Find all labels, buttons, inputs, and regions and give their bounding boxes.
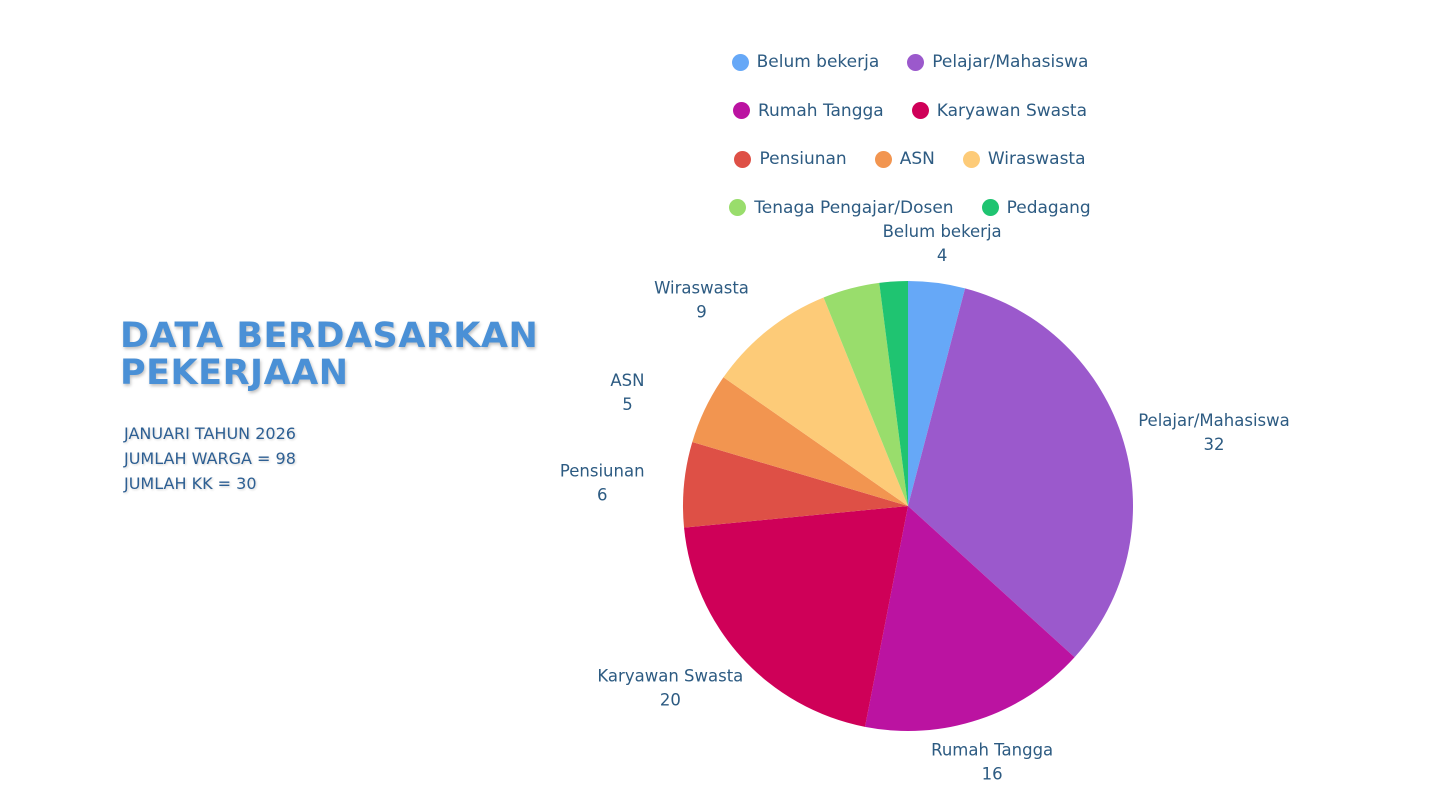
- legend-swatch: [734, 150, 752, 168]
- data-label-value: 16: [982, 764, 1003, 783]
- pie-slice-pedagang[interactable]: [879, 281, 908, 506]
- data-label-value: 5: [622, 395, 633, 414]
- legend-swatch: [731, 53, 749, 71]
- legend-item-asn[interactable]: ASN: [874, 149, 935, 170]
- pie-slice-tenaga-pengajar-dosen[interactable]: [823, 282, 908, 506]
- data-label-asn: ASN 5: [610, 371, 644, 414]
- chart-legend: Belum bekerja Pelajar/Mahasiswa Rumah Tang…: [700, 38, 1120, 232]
- legend-label: Rumah Tangga: [757, 100, 884, 121]
- data-label-name: Belum bekerja: [883, 222, 1002, 241]
- data-label-name: Pensiunan: [560, 461, 645, 480]
- legend-row: Rumah Tangga Karyawan Swasta: [719, 87, 1101, 136]
- data-label-karyawan-swasta: Karyawan Swasta 20: [597, 667, 743, 710]
- data-label-name: Rumah Tangga: [931, 740, 1053, 759]
- data-label-value: 6: [597, 485, 608, 504]
- info-total-residents: JUMLAH WARGA = 98: [124, 449, 296, 468]
- legend-label: Karyawan Swasta: [936, 100, 1088, 121]
- pie-slice-belum-bekerja[interactable]: [908, 281, 966, 506]
- legend-item-rumah-tangga[interactable]: Rumah Tangga: [732, 100, 884, 121]
- legend-label: Pelajar/Mahasiswa: [932, 52, 1089, 73]
- legend-label: Tenaga Pengajar/Dosen: [754, 197, 954, 218]
- data-label-rumah-tangga: Rumah Tangga 16: [931, 740, 1053, 783]
- data-label-belum-bekerja: Belum bekerja 4: [883, 222, 1002, 265]
- legend-label: Pedagang: [1006, 197, 1091, 218]
- legend-swatch: [981, 199, 999, 217]
- info-total-households: JUMLAH KK = 30: [124, 474, 257, 493]
- data-label-value: 9: [696, 302, 707, 321]
- data-label-name: ASN: [610, 371, 644, 390]
- legend-swatch: [729, 199, 747, 217]
- data-label-value: 4: [937, 246, 948, 265]
- pie-slice-rumah-tangga[interactable]: [864, 506, 1075, 731]
- data-label-wiraswasta: Wiraswasta 9: [654, 278, 749, 321]
- legend-label: Wiraswasta: [987, 149, 1086, 170]
- chart-title: DATA BERDASARKAN PEKERJAAN: [120, 318, 538, 392]
- legend-swatch: [874, 150, 892, 168]
- legend-label: Belum bekerja: [756, 52, 880, 73]
- data-label-name: Karyawan Swasta: [597, 667, 743, 686]
- data-label-name: Pelajar/Mahasiswa: [1138, 411, 1290, 430]
- legend-item-karyawan-swasta[interactable]: Karyawan Swasta: [911, 100, 1088, 121]
- pie-slice-asn[interactable]: [692, 377, 908, 506]
- pie-slice-wiraswasta[interactable]: [723, 297, 908, 506]
- pie-slice-pelajar-mahasiswa[interactable]: [908, 288, 1133, 658]
- summary-info: JANUARI TAHUN 2026 JUMLAH WARGA = 98 JUM…: [124, 421, 296, 496]
- data-label-pensiunan: Pensiunan 6: [560, 461, 645, 504]
- chart-title-line-1: DATA BERDASARKAN: [120, 316, 539, 356]
- legend-row: Tenaga Pengajar/Dosen Pedagang: [715, 184, 1104, 233]
- legend-item-tenaga-pengajar-dosen[interactable]: Tenaga Pengajar/Dosen: [729, 197, 954, 218]
- pie-slice-pensiunan[interactable]: [683, 441, 908, 528]
- legend-item-wiraswasta[interactable]: Wiraswasta: [962, 149, 1086, 170]
- legend-row: Belum bekerja Pelajar/Mahasiswa: [718, 38, 1103, 87]
- legend-swatch: [911, 102, 929, 120]
- legend-item-pedagang[interactable]: Pedagang: [981, 197, 1091, 218]
- legend-item-pensiunan[interactable]: Pensiunan: [734, 149, 847, 170]
- chart-title-line-2: PEKERJAAN: [120, 353, 349, 393]
- legend-swatch: [907, 53, 925, 71]
- legend-swatch: [962, 150, 980, 168]
- pie-slice-karyawan-swasta[interactable]: [684, 506, 908, 727]
- data-label-pelajar-mahasiswa: Pelajar/Mahasiswa 32: [1138, 411, 1290, 454]
- legend-swatch: [732, 102, 750, 120]
- legend-label: ASN: [899, 149, 935, 170]
- legend-item-pelajar-mahasiswa[interactable]: Pelajar/Mahasiswa: [907, 52, 1088, 72]
- data-label-value: 32: [1203, 435, 1224, 454]
- data-label-name: Wiraswasta: [654, 278, 749, 297]
- legend-label: Pensiunan: [759, 149, 847, 170]
- info-period: JANUARI TAHUN 2026: [124, 424, 296, 443]
- data-label-value: 20: [660, 691, 681, 710]
- legend-row: Pensiunan ASN Wiraswasta: [720, 135, 1099, 184]
- legend-item-belum-bekerja[interactable]: Belum bekerja: [731, 52, 880, 73]
